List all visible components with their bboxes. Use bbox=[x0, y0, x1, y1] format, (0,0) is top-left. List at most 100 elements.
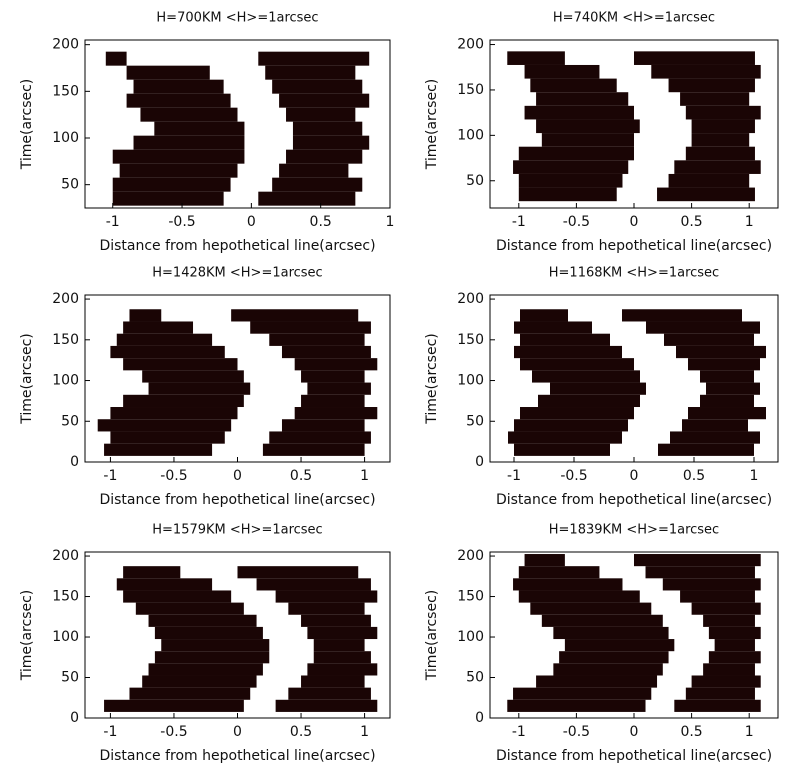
heatmap-cell bbox=[140, 107, 238, 122]
heatmap-cell bbox=[532, 370, 640, 383]
heatmap-cell bbox=[129, 687, 251, 700]
heatmap-cell bbox=[116, 333, 213, 346]
heatmap-cell bbox=[564, 639, 675, 652]
heatmap-cell bbox=[622, 309, 742, 322]
heatmap-cell bbox=[674, 160, 761, 174]
heatmap-cell bbox=[110, 431, 225, 444]
heatmap-cell bbox=[524, 554, 565, 567]
heatmap-cell bbox=[691, 119, 755, 134]
heatmap-cell bbox=[123, 590, 232, 603]
heatmap-cell bbox=[288, 687, 371, 700]
x-tick-label: 0 bbox=[630, 468, 639, 484]
x-tick-label: -1 bbox=[103, 724, 117, 740]
heatmap-cell bbox=[518, 590, 640, 603]
heatmap-cell bbox=[518, 173, 623, 188]
x-tick-label: -0.5 bbox=[563, 214, 590, 230]
y-axis-label: Time(arcsec) bbox=[19, 333, 35, 425]
x-tick-label: -0.5 bbox=[160, 468, 187, 484]
heatmap-cell bbox=[514, 321, 592, 334]
x-tick-label: 0 bbox=[233, 724, 242, 740]
y-tick-label: 0 bbox=[475, 710, 484, 726]
heatmap-cell bbox=[307, 626, 378, 640]
heatmap-cell bbox=[670, 431, 760, 444]
heatmap-cell bbox=[112, 191, 224, 206]
heatmap-cell bbox=[258, 51, 370, 66]
heatmap-cell bbox=[513, 578, 623, 591]
heatmap-cell bbox=[286, 149, 363, 164]
heatmap-cell bbox=[250, 321, 371, 334]
y-tick-label: 150 bbox=[52, 589, 79, 605]
heatmap-cell bbox=[513, 160, 629, 174]
y-tick-label: 50 bbox=[466, 413, 484, 429]
chart-title: H=1579KM <H>=1arcsec bbox=[152, 523, 322, 538]
heatmap-cell bbox=[691, 602, 761, 615]
heatmap-cell bbox=[281, 419, 365, 432]
heatmap-cell bbox=[657, 187, 755, 202]
heatmap-cell bbox=[514, 419, 628, 432]
y-tick-label: 50 bbox=[466, 670, 484, 686]
heatmap-cell bbox=[231, 309, 359, 322]
heatmap-cell bbox=[123, 566, 181, 579]
heatmap-cell bbox=[714, 639, 755, 652]
heatmap-cell bbox=[703, 614, 755, 627]
y-tick-label: 50 bbox=[61, 177, 79, 193]
heatmap-cell bbox=[148, 663, 263, 676]
heatmap-cell bbox=[275, 699, 378, 712]
heatmap-cell bbox=[682, 419, 748, 432]
heatmap-cell bbox=[148, 614, 257, 627]
heatmap-cell bbox=[126, 65, 210, 80]
heatmap-cell bbox=[275, 590, 378, 603]
heatmap-cell bbox=[126, 93, 231, 108]
y-tick-label: 100 bbox=[457, 629, 484, 645]
y-tick-label: 150 bbox=[52, 83, 79, 99]
heatmap-cell bbox=[536, 675, 658, 688]
heatmap-cell bbox=[530, 602, 652, 615]
heatmap-cell bbox=[700, 370, 754, 383]
heatmap-cell bbox=[154, 651, 270, 664]
heatmap-cell bbox=[148, 382, 251, 395]
heatmap-cell bbox=[634, 51, 755, 65]
heatmap-cell bbox=[550, 382, 646, 395]
heatmap-cell bbox=[104, 443, 213, 456]
heatmap-cell bbox=[288, 602, 365, 615]
x-tick-label: 1 bbox=[745, 724, 754, 740]
axes-frame bbox=[84, 39, 391, 209]
heatmap-cell bbox=[685, 146, 755, 161]
heatmap-cell bbox=[237, 566, 359, 579]
heatmap-cell bbox=[292, 121, 363, 136]
heatmap-cell bbox=[700, 394, 754, 408]
x-tick-label: 0.5 bbox=[290, 724, 312, 740]
heatmap-cell bbox=[680, 590, 755, 603]
heatmap-cell bbox=[281, 345, 371, 359]
heatmap-cell bbox=[301, 370, 365, 383]
heatmap-cell bbox=[123, 394, 244, 408]
heatmap-cell bbox=[538, 394, 640, 408]
heatmap-cell bbox=[262, 443, 365, 456]
x-tick-label: -1 bbox=[103, 468, 117, 484]
heatmap-cell bbox=[269, 333, 365, 346]
heatmap-cell bbox=[668, 173, 750, 188]
y-tick-label: 100 bbox=[457, 127, 484, 143]
y-axis-label: Time(arcsec) bbox=[424, 79, 440, 171]
heatmap-cell bbox=[301, 394, 365, 408]
heatmap-cell bbox=[674, 699, 761, 712]
x-axis-label: Distance from hepothetical line(arcsec) bbox=[99, 748, 375, 764]
x-axis-label: Distance from hepothetical line(arcsec) bbox=[496, 748, 772, 764]
x-tick-label: -1 bbox=[512, 724, 526, 740]
heatmap-cell bbox=[518, 566, 600, 579]
heatmap-cell bbox=[541, 614, 663, 627]
heatmap-cell bbox=[256, 578, 371, 591]
heatmap-cell bbox=[541, 133, 634, 147]
heatmap-cell bbox=[119, 163, 238, 178]
heatmap-cell bbox=[518, 187, 617, 202]
heatmap-cell bbox=[553, 626, 669, 640]
y-tick-label: 150 bbox=[457, 589, 484, 605]
heatmap-cell bbox=[307, 382, 371, 395]
x-tick-label: -0.5 bbox=[160, 724, 187, 740]
x-tick-label: 0 bbox=[247, 214, 256, 230]
heatmap-cell bbox=[258, 191, 356, 206]
chart-title: H=740KM <H>=1arcsec bbox=[553, 11, 715, 26]
x-tick-label: 0 bbox=[630, 724, 639, 740]
y-tick-label: 100 bbox=[52, 373, 79, 389]
chart-title: H=1428KM <H>=1arcsec bbox=[152, 266, 322, 281]
